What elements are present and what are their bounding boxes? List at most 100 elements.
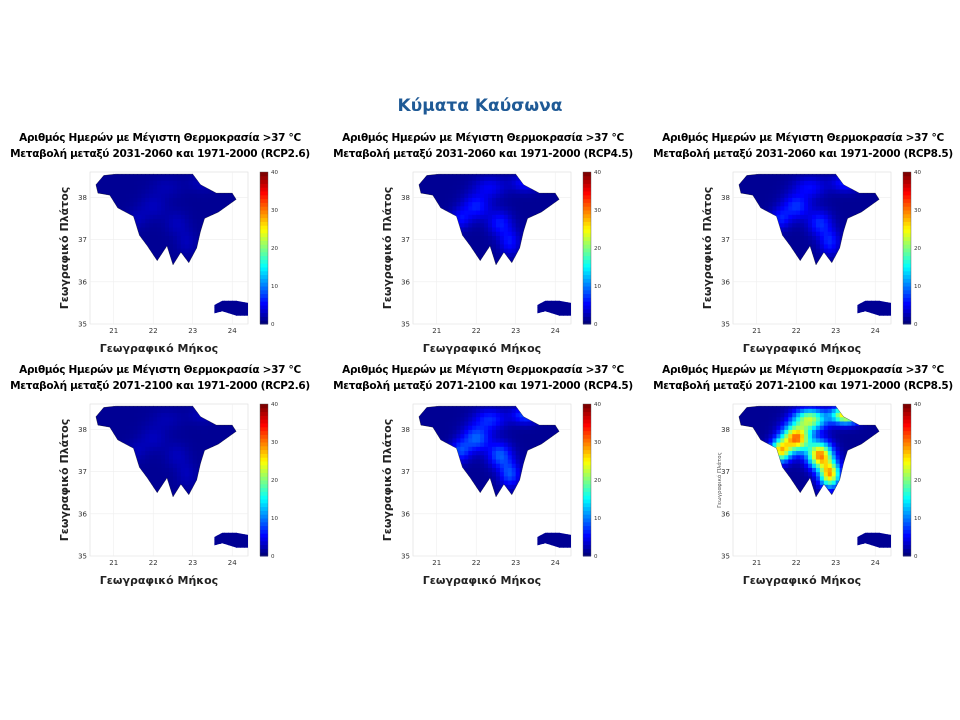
heatmap-cell [523,214,529,220]
heatmap-cell [819,235,825,241]
heatmap-cell [436,193,442,198]
heatmap-cell [133,450,138,456]
heatmap-cell [208,197,214,203]
heatmap-cell [460,218,465,224]
heatmap-cell [145,235,150,241]
heatmap-cell [117,429,123,435]
colorbar-segment [260,259,268,264]
heatmap-cell [492,197,497,203]
heatmap-cell [149,235,154,241]
heatmap-cell [796,174,801,177]
heatmap-cell [165,235,170,241]
heatmap-cell [161,235,166,241]
colorbar-segment [583,289,591,295]
heatmap-cell [444,205,450,211]
heatmap-cell [165,176,170,182]
heatmap-cell [133,214,138,220]
heatmap-cell [819,210,825,215]
heatmap-cell [827,252,833,258]
heatmap-cell [141,197,146,203]
heatmap-cell [468,226,473,232]
heatmap-cell [220,201,225,207]
colorbar-segment [583,274,591,279]
heatmap-cell [101,412,107,418]
heatmap-cell [220,205,225,211]
heatmap-cell [192,201,198,207]
heatmap-cell [133,174,138,177]
colorbar-tick-label: 20 [271,246,278,252]
colorbar-segment [583,221,591,226]
x-axis-label: Γεωγραφικό Μήκος [743,342,861,355]
heatmap-cell [165,197,170,203]
heatmap-cell [444,176,450,182]
heatmap-cell [184,176,190,182]
heatmap-cell [539,193,544,198]
heatmap-cell [184,197,190,203]
heatmap-cell [815,197,821,203]
heatmap-cell [784,193,789,198]
heatmap-cell [113,412,119,418]
heatmap-cell [125,184,131,190]
heatmap-cell [812,252,817,258]
colorbar-segment [260,236,268,241]
heatmap-cell [815,214,821,220]
heatmap-cell [472,222,477,228]
heatmap-cell [780,201,785,207]
heatmap-cell [515,231,521,236]
heatmap-cell [784,188,789,194]
x-tick-label: 23 [188,559,197,567]
heatmap-cell [157,243,162,249]
heatmap-cell [511,248,517,253]
heatmap-cell [495,231,501,236]
heatmap-cell [161,201,166,207]
heatmap-cell [488,226,493,232]
heatmap-cell [819,226,825,232]
heatmap-cell [499,231,505,236]
heatmap-cell [495,210,501,215]
heatmap-cell [812,239,817,245]
heatmap-cell [176,176,182,182]
heatmap-cell [452,180,458,186]
heatmap-cell [772,180,778,186]
heatmap-cell [456,205,461,211]
heatmap-cell [804,188,809,194]
heatmap-cell [780,222,785,228]
heatmap-cell [184,222,190,228]
heatmap-cell [523,188,529,194]
heatmap-cell [527,210,533,215]
heatmap-cell [484,235,489,241]
heatmap-cell [129,201,135,207]
heatmap-cell [835,218,841,224]
heatmap-cell [492,210,497,215]
heatmap-cell [141,174,146,177]
heatmap-cell [515,188,521,194]
colorbar-segment [903,308,911,314]
heatmap-cell [804,176,809,182]
heatmap-cell [827,214,833,220]
heatmap-cell [495,205,501,211]
heatmap-cell [823,231,829,236]
heatmap-cell [796,231,801,236]
heatmap-cell [788,210,793,215]
heatmap-cell [161,184,166,190]
heatmap-cell [468,235,473,241]
colorbar-segment [260,206,268,211]
heatmap-cell [188,218,194,224]
heatmap-cell [157,176,162,182]
colorbar-segment [583,263,591,268]
heatmap-cell [137,210,142,215]
heatmap-cell [188,231,194,236]
heatmap-cell [835,197,841,203]
heatmap-cell [563,302,568,308]
heatmap-cell [476,176,481,182]
heatmap-cell [444,174,450,177]
colorbar-segment [583,251,591,257]
heatmap-cell [137,218,142,224]
heatmap-cell [125,420,131,426]
heatmap-cell [503,243,509,249]
heatmap-cell [764,184,770,190]
heatmap-cell [815,193,821,198]
heatmap-cell [476,235,481,241]
heatmap-cell [476,214,481,220]
